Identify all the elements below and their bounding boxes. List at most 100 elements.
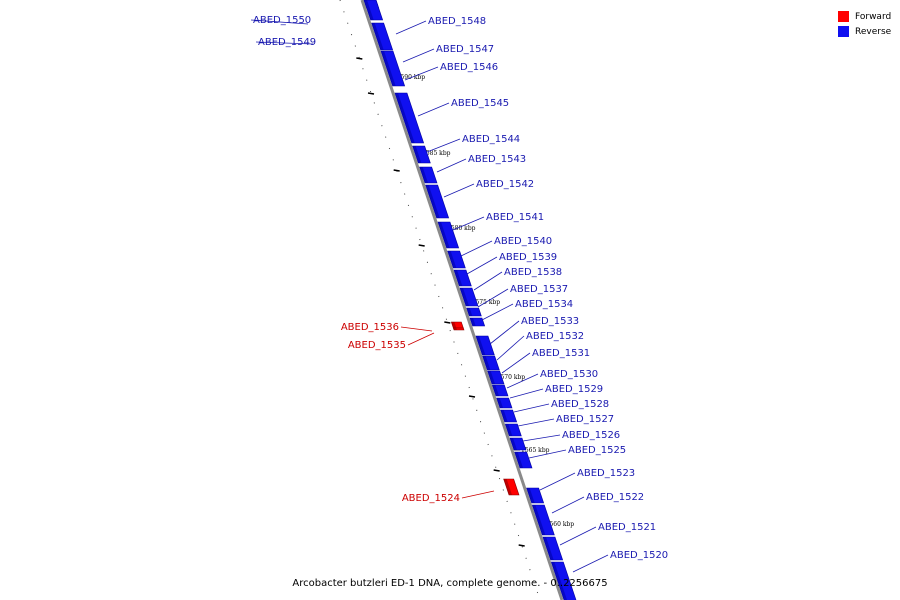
major-tick bbox=[356, 57, 363, 60]
gene-label[interactable]: ABED_1521 bbox=[598, 522, 656, 533]
leader-line bbox=[509, 388, 544, 399]
gene-ABED_1532 bbox=[482, 355, 500, 371]
gene-ABED_1520 bbox=[550, 561, 577, 600]
gene-ABED_1528 bbox=[500, 409, 518, 423]
gene-shade bbox=[395, 93, 415, 143]
leader-line bbox=[417, 102, 450, 117]
scale-label: 1585 kbp bbox=[422, 150, 451, 157]
gene-shade bbox=[514, 452, 523, 468]
major-tick bbox=[518, 544, 525, 547]
gene-ABED_1548 bbox=[363, 0, 384, 21]
major-tick bbox=[367, 92, 375, 95]
gene-label[interactable]: ABED_1543 bbox=[468, 154, 526, 165]
legend-forward-swatch bbox=[838, 11, 849, 22]
gene-label[interactable]: ABED_1528 bbox=[551, 399, 609, 410]
gene-label[interactable]: ABED_1549 bbox=[258, 37, 316, 48]
gene-ABED_1531 bbox=[487, 370, 505, 385]
leader-line bbox=[522, 434, 561, 442]
gene-label[interactable]: ABED_1534 bbox=[515, 299, 573, 310]
leader-line bbox=[551, 496, 585, 514]
leader-line bbox=[506, 373, 539, 389]
gene-ABED_1534 bbox=[469, 317, 486, 327]
gene-label[interactable]: ABED_1531 bbox=[532, 348, 590, 359]
gene-label[interactable]: ABED_1544 bbox=[462, 134, 520, 145]
gene-label[interactable]: ABED_1538 bbox=[504, 267, 562, 278]
gene-label[interactable]: ABED_1532 bbox=[526, 331, 584, 342]
leader-line bbox=[496, 335, 525, 361]
gene-ABED_1529 bbox=[496, 397, 513, 409]
gene-shade bbox=[371, 23, 384, 50]
leader-line bbox=[466, 256, 498, 275]
major-ticks bbox=[356, 57, 525, 547]
gene-label[interactable]: ABED_1523 bbox=[577, 468, 635, 479]
leader-line bbox=[250, 19, 309, 25]
gene-ABED_1536 bbox=[450, 321, 464, 329]
gene-label[interactable]: ABED_1535 bbox=[348, 340, 406, 351]
gene-label[interactable]: ABED_1529 bbox=[545, 384, 603, 395]
leader-line bbox=[400, 326, 433, 332]
gene-label[interactable]: ABED_1527 bbox=[556, 414, 614, 425]
gene-body bbox=[550, 561, 577, 600]
scale-label: 1580 kbp bbox=[447, 225, 476, 232]
gene-ABED_1524 bbox=[503, 478, 520, 496]
gene-ABED_1527 bbox=[504, 423, 522, 437]
gene-label[interactable]: ABED_1540 bbox=[494, 236, 552, 247]
scale-label: 1560 kbp bbox=[546, 521, 575, 528]
gene-label[interactable]: ABED_1520 bbox=[610, 550, 668, 561]
legend-forward-label: Forward bbox=[855, 11, 892, 22]
leader-line bbox=[407, 332, 435, 346]
gene-label[interactable]: ABED_1550 bbox=[253, 15, 311, 26]
gene-label[interactable]: ABED_1530 bbox=[540, 369, 598, 380]
leader-line bbox=[528, 449, 567, 459]
genome-backbone bbox=[360, 0, 564, 600]
gene-shade bbox=[496, 398, 503, 408]
gene-label[interactable]: ABED_1522 bbox=[586, 492, 644, 503]
gene-label[interactable]: ABED_1524 bbox=[402, 493, 460, 504]
leader-line bbox=[559, 526, 597, 546]
gene-label[interactable]: ABED_1533 bbox=[521, 316, 579, 327]
gene-shade bbox=[505, 424, 513, 436]
gene-label[interactable]: ABED_1542 bbox=[476, 179, 534, 190]
gene-ABED_1530 bbox=[491, 384, 509, 397]
leader-line bbox=[513, 403, 550, 413]
gene-label[interactable]: ABED_1541 bbox=[486, 212, 544, 223]
gene-label[interactable]: ABED_1539 bbox=[499, 252, 557, 263]
gene-label[interactable]: ABED_1525 bbox=[568, 445, 626, 456]
label-leaders bbox=[250, 19, 609, 573]
gene-shade bbox=[451, 322, 457, 328]
leader-line bbox=[473, 271, 503, 291]
gene-label[interactable]: ABED_1545 bbox=[451, 98, 509, 109]
gene-shade bbox=[447, 251, 457, 268]
leader-line bbox=[404, 66, 439, 81]
leader-line bbox=[481, 303, 514, 321]
gene-ABED_1547 bbox=[371, 22, 394, 51]
leader-line bbox=[436, 158, 467, 173]
gene-shade bbox=[487, 371, 495, 384]
gene-label[interactable]: ABED_1546 bbox=[440, 62, 498, 73]
major-tick bbox=[444, 321, 451, 324]
scale-label: 1565 kbp bbox=[521, 447, 550, 454]
gene-ABED_1543 bbox=[419, 166, 438, 184]
gene-shade bbox=[476, 336, 486, 355]
leader-line bbox=[517, 418, 555, 427]
gene-label[interactable]: ABED_1548 bbox=[428, 16, 486, 27]
major-tick bbox=[468, 395, 476, 398]
gene-ABED_1540 bbox=[447, 250, 466, 269]
gene-shade bbox=[425, 185, 440, 218]
gene-shade bbox=[412, 146, 422, 163]
gene-shade bbox=[419, 167, 428, 183]
gene-shade bbox=[454, 270, 463, 286]
gene-label[interactable]: ABED_1547 bbox=[436, 44, 494, 55]
gene-ABED_1542 bbox=[425, 184, 450, 219]
gene-label[interactable]: ABED_1537 bbox=[510, 284, 568, 295]
gene-ABED_1546 bbox=[380, 50, 406, 87]
leader-line bbox=[452, 216, 485, 231]
gene-label[interactable]: ABED_1536 bbox=[341, 322, 399, 333]
gene-shade bbox=[492, 385, 499, 396]
major-tick bbox=[418, 244, 425, 247]
gene-shade bbox=[470, 318, 476, 326]
gene-label[interactable]: ABED_1526 bbox=[562, 430, 620, 441]
legend-forward: Forward bbox=[838, 9, 891, 24]
gene-shade bbox=[364, 0, 374, 20]
